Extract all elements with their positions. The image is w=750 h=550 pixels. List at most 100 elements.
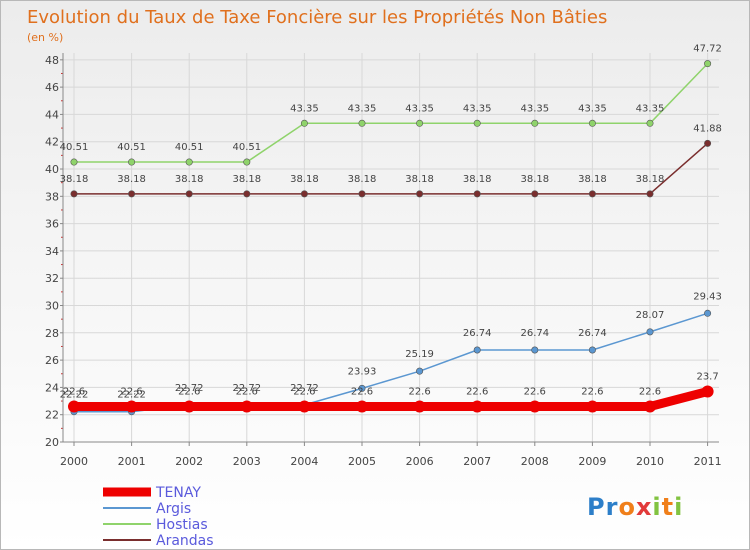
y-tick-label: 36 xyxy=(45,218,59,231)
data-point-tenay xyxy=(644,400,656,413)
data-point-hostias xyxy=(300,119,308,127)
data-label-arandas: 38.18 xyxy=(175,174,204,185)
data-label-tenay: 22.6 xyxy=(581,387,603,398)
data-label-arandas: 38.18 xyxy=(636,174,665,185)
x-tick-label: 2006 xyxy=(406,455,434,468)
data-point-hostias xyxy=(704,60,712,68)
y-tick-label: 20 xyxy=(45,436,59,449)
data-point-tenay xyxy=(240,400,253,413)
data-label-argis: 29.43 xyxy=(693,291,722,302)
y-tick-label: 24 xyxy=(45,381,59,394)
y-tick-label: 26 xyxy=(45,354,59,367)
data-label-arandas: 38.18 xyxy=(290,174,319,185)
data-label-argis: 26.74 xyxy=(520,328,549,339)
data-point-argis xyxy=(416,367,424,375)
data-label-tenay: 22.6 xyxy=(639,387,661,398)
data-label-tenay: 22.6 xyxy=(63,387,85,398)
data-label-hostias: 43.35 xyxy=(405,103,434,114)
data-point-hostias xyxy=(243,158,251,166)
data-point-argis xyxy=(358,384,366,392)
data-label-hostias: 47.72 xyxy=(693,44,722,55)
data-point-arandas xyxy=(704,139,712,147)
data-label-arandas: 38.18 xyxy=(578,174,607,185)
x-tick-label: 2001 xyxy=(118,455,146,468)
data-point-arandas xyxy=(128,190,136,198)
data-label-argis: 22.72 xyxy=(290,383,319,394)
data-label-argis: 25.19 xyxy=(405,349,434,360)
data-point-hostias xyxy=(416,119,424,127)
data-point-tenay xyxy=(356,400,368,413)
data-label-hostias: 40.51 xyxy=(117,142,146,153)
legend-label-tenay: TENAY xyxy=(155,485,201,501)
x-tick-label: 2011 xyxy=(694,455,722,468)
data-label-argis: 22.72 xyxy=(175,383,204,394)
data-label-arandas: 38.18 xyxy=(60,174,89,185)
logo-part-4: i xyxy=(652,493,662,521)
data-point-argis xyxy=(531,346,539,354)
series-line-hostias xyxy=(73,62,709,163)
y-axis-unit: (en %) xyxy=(27,31,64,44)
logo-part-1: Pr xyxy=(587,493,619,521)
data-point-tenay xyxy=(183,400,196,413)
data-label-argis: 22.72 xyxy=(232,383,261,394)
data-point-arandas xyxy=(473,190,481,198)
data-point-arandas xyxy=(70,190,78,198)
data-label-argis: 26.74 xyxy=(578,328,607,339)
data-point-tenay xyxy=(701,385,714,398)
legend-label-hostias: Hostias xyxy=(156,517,208,533)
data-label-arandas: 38.18 xyxy=(232,174,261,185)
series-line-tenay xyxy=(69,386,713,412)
data-point-tenay xyxy=(471,400,484,413)
y-tick-label: 30 xyxy=(45,300,59,313)
logo-part-3: x xyxy=(635,493,653,521)
data-label-hostias: 43.35 xyxy=(290,103,319,114)
data-label-hostias: 40.51 xyxy=(175,142,204,153)
data-point-tenay xyxy=(68,400,80,413)
data-label-argis: 22.22 xyxy=(117,390,146,401)
data-label-tenay: 22.6 xyxy=(178,387,200,398)
data-point-hostias xyxy=(185,158,193,166)
x-tick-label: 2010 xyxy=(636,455,664,468)
y-tick-label: 44 xyxy=(45,108,59,121)
y-tick-label: 38 xyxy=(45,190,59,203)
data-label-tenay: 22.6 xyxy=(236,387,258,398)
data-label-arandas: 38.18 xyxy=(348,174,377,185)
data-label-tenay: 22.6 xyxy=(351,387,373,398)
data-label-argis: 26.74 xyxy=(463,328,492,339)
logo-part-6: i xyxy=(674,493,684,521)
y-tick-label: 32 xyxy=(45,272,59,285)
data-point-hostias xyxy=(473,119,481,127)
x-tick-label: 2002 xyxy=(175,455,203,468)
data-label-arandas: 38.18 xyxy=(117,174,146,185)
y-tick-label: 40 xyxy=(45,163,59,176)
y-tick-label: 28 xyxy=(45,327,59,340)
data-label-arandas: 38.18 xyxy=(405,174,434,185)
data-point-hostias xyxy=(531,119,539,127)
data-point-hostias xyxy=(588,119,596,127)
data-label-tenay: 22.6 xyxy=(408,387,430,398)
data-point-tenay xyxy=(413,400,426,413)
logo-part-2: o xyxy=(618,493,636,521)
y-tick-label: 42 xyxy=(45,136,59,149)
data-point-arandas xyxy=(646,190,654,198)
data-point-hostias xyxy=(358,119,366,127)
data-point-arandas xyxy=(243,190,251,198)
chart-title: Evolution du Taux de Taxe Foncière sur l… xyxy=(27,7,608,28)
data-label-tenay: 22.6 xyxy=(120,387,142,398)
legend-label-argis: Argis xyxy=(156,501,191,517)
data-point-hostias xyxy=(646,119,654,127)
data-point-arandas xyxy=(531,190,539,198)
data-label-arandas: 41.88 xyxy=(693,123,722,134)
data-label-tenay: 22.6 xyxy=(293,387,315,398)
data-label-arandas: 38.18 xyxy=(463,174,492,185)
data-label-arandas: 38.18 xyxy=(520,174,549,185)
x-tick-label: 2005 xyxy=(348,455,376,468)
x-tick-label: 2004 xyxy=(290,455,318,468)
data-point-arandas xyxy=(588,190,596,198)
proxiti-logo: Proxiti xyxy=(587,493,683,521)
data-point-argis xyxy=(646,328,654,336)
data-point-argis xyxy=(704,309,712,317)
data-label-hostias: 43.35 xyxy=(636,103,665,114)
